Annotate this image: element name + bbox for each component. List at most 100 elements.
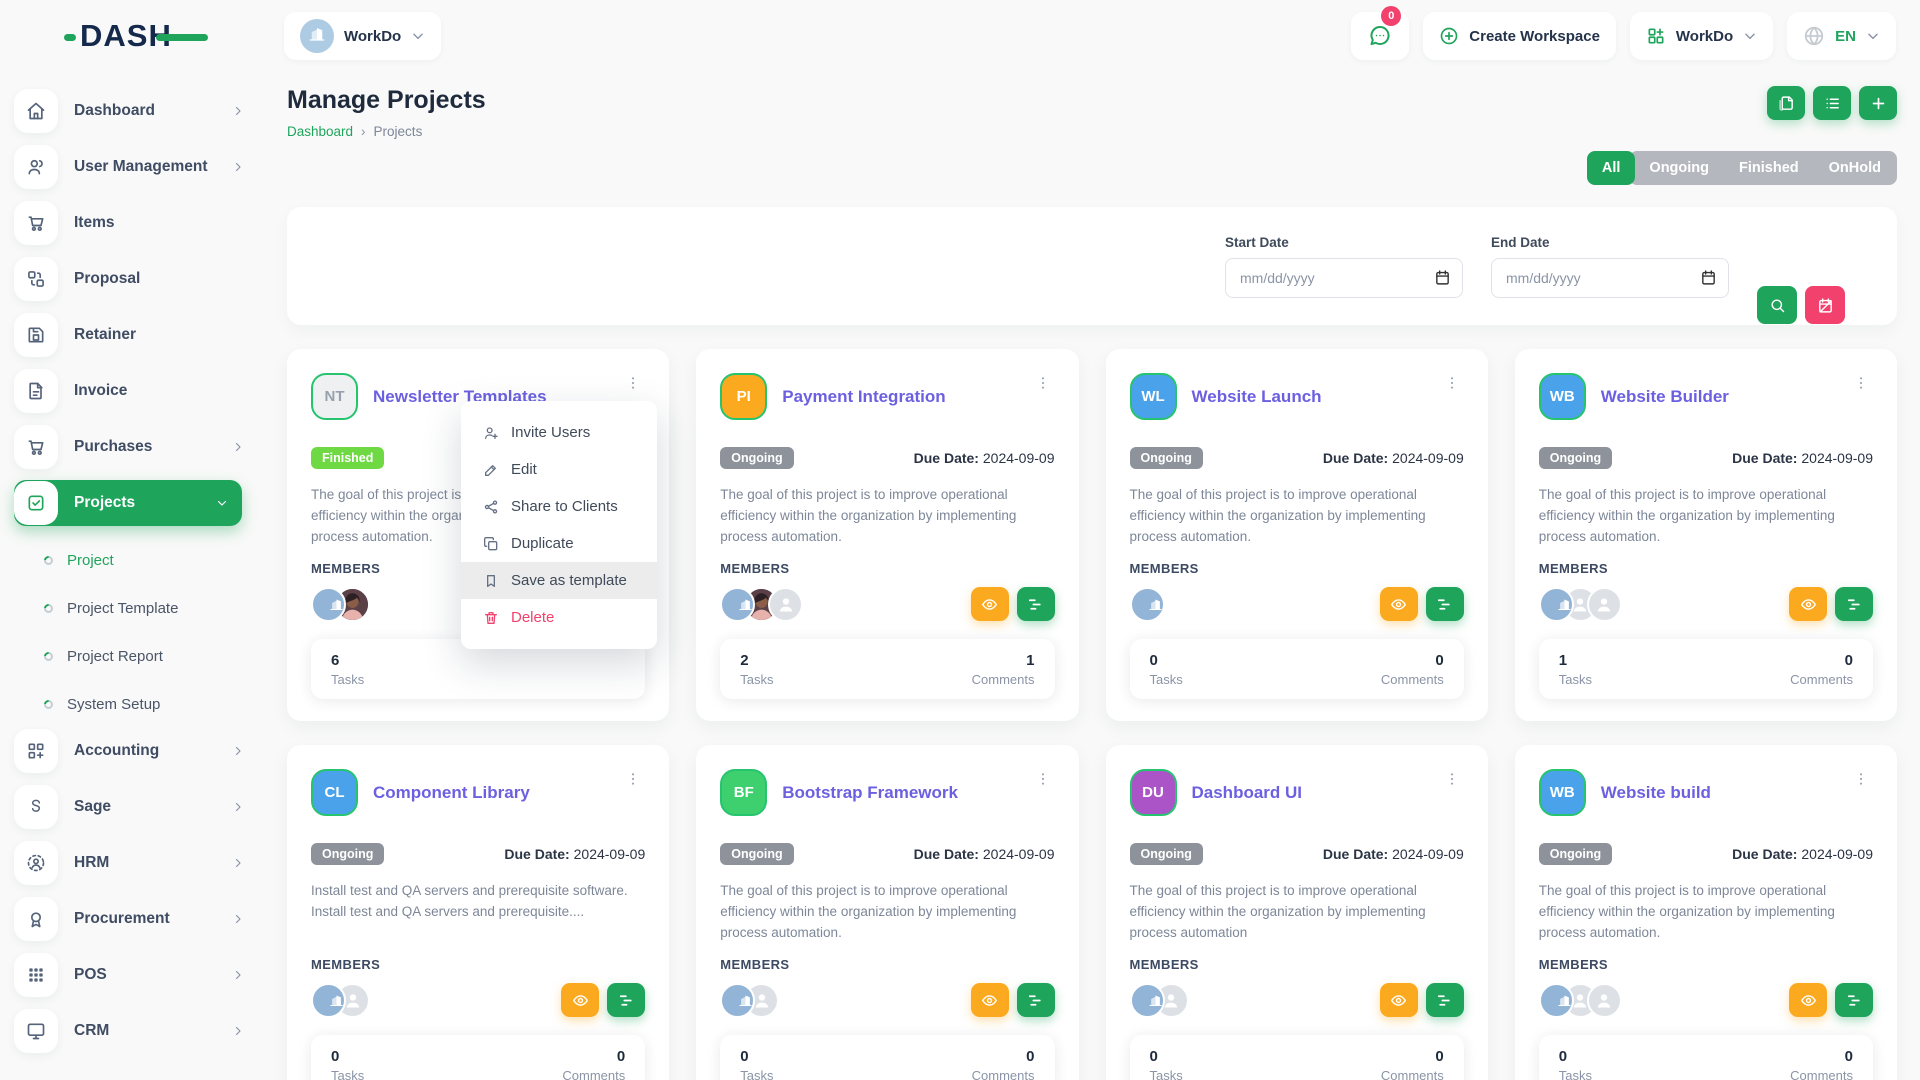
status-badge: Finished [311, 447, 385, 469]
project-card: DU Dashboard UI Ongoing Due Date: 2024-09-0… [1105, 745, 1488, 1080]
project-title-link[interactable]: Newsletter Templates [373, 386, 547, 406]
list-button[interactable] [1813, 86, 1851, 120]
sidebar-item-sage[interactable]: Sage [14, 784, 270, 830]
calendar-icon[interactable] [1700, 269, 1717, 286]
sidebar-item-label: Dashboard [74, 102, 155, 119]
messenger-button[interactable]: 0 [1351, 6, 1410, 60]
bullet-icon [42, 649, 55, 663]
sidebar-item-user-management[interactable]: User Management [14, 144, 270, 190]
sidebar-item-procurement[interactable]: Procurement [14, 896, 270, 942]
menu-item-share-to-clients[interactable]: Share to Clients [461, 488, 657, 525]
kebab-menu-button[interactable] [621, 769, 645, 794]
kebab-menu-button[interactable] [1440, 373, 1464, 398]
grid-plus-icon [14, 729, 58, 773]
start-date-input[interactable] [1225, 257, 1463, 298]
template-button[interactable] [1767, 86, 1805, 120]
apply-filter-button[interactable] [1757, 286, 1797, 324]
tasks-stat: 2 Tasks [740, 652, 774, 687]
create-workspace-button[interactable]: Create Workspace [1423, 12, 1616, 60]
copy-icon [483, 536, 499, 552]
sidebar-item-invoice[interactable]: Invoice [14, 368, 270, 414]
sidebar-item-crm[interactable]: CRM [14, 1008, 270, 1054]
members-label: MEMBERS [720, 957, 790, 972]
view-project-button[interactable] [1379, 983, 1418, 1017]
sidebar-item-retainer[interactable]: Retainer [14, 312, 270, 358]
kebab-menu-button[interactable] [1031, 373, 1055, 398]
sidebar-item-proposal[interactable]: Proposal [14, 256, 270, 302]
user-plus-icon [483, 425, 499, 441]
view-project-button[interactable] [1379, 587, 1418, 621]
sidebar-item-items[interactable]: Items [14, 200, 270, 246]
gantt-chart-button[interactable] [1016, 983, 1055, 1017]
filter-tab-all[interactable]: All [1586, 151, 1636, 185]
sidebar-item-accounting[interactable]: Accounting [14, 728, 270, 774]
gantt-chart-button[interactable] [1016, 587, 1055, 621]
status-badge: Ongoing [720, 447, 794, 469]
sidebar-subitem-project-report[interactable]: Project Report [14, 632, 270, 680]
workspace-selector[interactable]: WorkDo [284, 12, 442, 60]
brand-logo[interactable]: DASH [0, 18, 270, 54]
calendar-icon[interactable] [1434, 269, 1451, 286]
view-project-button[interactable] [561, 983, 600, 1017]
gantt-chart-button[interactable] [1425, 983, 1464, 1017]
sidebar-item-projects[interactable]: Projects [14, 480, 242, 526]
project-title-link[interactable]: Bootstrap Framework [782, 782, 958, 802]
chevron-right-icon [232, 857, 244, 869]
kebab-menu-button[interactable] [1849, 373, 1873, 398]
member-avatars [720, 982, 780, 1018]
project-card: CL Component Library Ongoing Due Date: 2024… [287, 745, 670, 1080]
kebab-menu-button[interactable] [1031, 769, 1055, 794]
project-title-link[interactable]: Website build [1600, 782, 1711, 802]
plus-button[interactable] [1859, 86, 1897, 120]
view-project-button[interactable] [970, 983, 1009, 1017]
project-title-link[interactable]: Website Builder [1600, 386, 1729, 406]
sidebar-item-dashboard[interactable]: Dashboard [14, 88, 270, 134]
sidebar-item-label: Retainer [74, 326, 137, 343]
sidebar-item-hrm[interactable]: HRM [14, 840, 270, 886]
chevron-right-icon [232, 745, 244, 757]
workdo-menu-button[interactable]: WorkDo [1629, 12, 1774, 60]
filter-tab-onhold[interactable]: OnHold [1828, 160, 1881, 176]
sidebar-subitem-project-template[interactable]: Project Template [14, 584, 270, 632]
logo-dash-icon [64, 34, 76, 41]
menu-item-delete[interactable]: Delete [461, 599, 657, 636]
filter-tab-ongoing[interactable]: Ongoing [1649, 160, 1710, 176]
menu-item-edit[interactable]: Edit [461, 451, 657, 488]
chevron-right-icon [232, 913, 244, 925]
kebab-menu-button[interactable] [1440, 769, 1464, 794]
project-title-link[interactable]: Component Library [373, 782, 530, 802]
view-project-button[interactable] [970, 587, 1009, 621]
view-project-button[interactable] [1789, 983, 1827, 1017]
project-title-link[interactable]: Dashboard UI [1191, 782, 1303, 802]
menu-item-invite-users[interactable]: Invite Users [461, 414, 657, 451]
users-icon [14, 145, 58, 189]
gantt-chart-button[interactable] [1835, 983, 1873, 1017]
sidebar-item-pos[interactable]: POS [14, 952, 270, 998]
view-project-button[interactable] [1789, 587, 1827, 621]
breadcrumb-dashboard-link[interactable]: Dashboard [287, 124, 354, 139]
end-date-input[interactable] [1491, 257, 1729, 298]
comments-stat: 0 Comments [1380, 1048, 1444, 1080]
gantt-chart-button[interactable] [1425, 587, 1464, 621]
gantt-icon [1436, 596, 1453, 613]
gantt-chart-button[interactable] [607, 983, 646, 1017]
project-stats: 0 Tasks 0 Comments [720, 1035, 1055, 1080]
project-description: The goal of this project is to improve o… [1538, 883, 1835, 940]
gantt-chart-button[interactable] [1835, 587, 1873, 621]
project-title-link[interactable]: Website Launch [1191, 386, 1322, 406]
menu-item-duplicate[interactable]: Duplicate [461, 525, 657, 562]
project-description: The goal of this project is to improve o… [1129, 883, 1426, 940]
sidebar-item-label: Procurement [74, 910, 170, 927]
sidebar-subitem-project[interactable]: Project [14, 536, 270, 584]
language-selector[interactable]: EN [1787, 12, 1896, 60]
members-label: MEMBERS [1538, 957, 1608, 972]
kebab-menu-button[interactable] [1849, 769, 1873, 794]
kebab-menu-button[interactable] [621, 373, 645, 398]
reset-filter-button[interactable] [1805, 286, 1845, 324]
project-title-link[interactable]: Payment Integration [782, 386, 946, 406]
project-card: NT Newsletter Templates Finished The goal o… [287, 349, 670, 721]
filter-tab-finished[interactable]: Finished [1739, 160, 1799, 176]
sidebar-subitem-system-setup[interactable]: System Setup [14, 680, 270, 728]
menu-item-save-as-template[interactable]: Save as template [461, 562, 657, 599]
sidebar-item-purchases[interactable]: Purchases [14, 424, 270, 470]
